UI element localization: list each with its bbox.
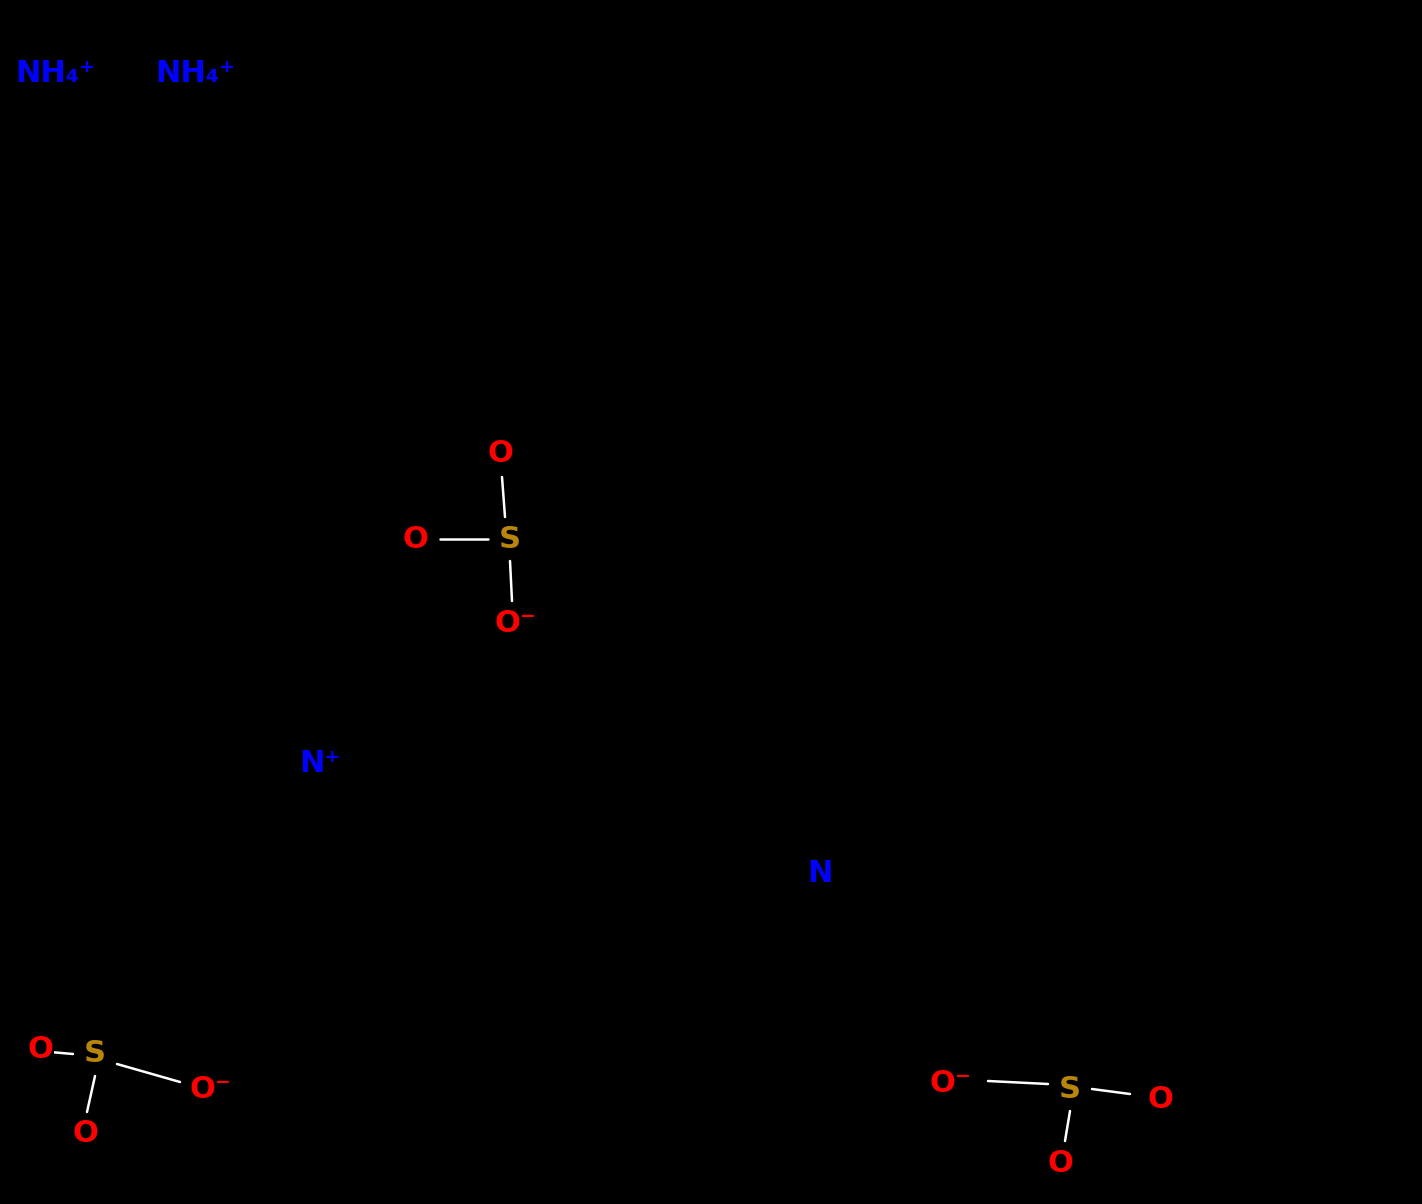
Text: N⁺: N⁺: [299, 750, 341, 779]
Text: NH₄⁺: NH₄⁺: [155, 59, 235, 89]
Text: O: O: [402, 525, 428, 554]
Text: O: O: [1047, 1150, 1074, 1179]
Text: S: S: [84, 1039, 107, 1068]
Text: O: O: [1148, 1085, 1173, 1114]
Text: O⁻: O⁻: [929, 1069, 971, 1098]
Text: O⁻: O⁻: [493, 609, 536, 638]
Text: O: O: [27, 1034, 53, 1063]
Text: N: N: [808, 860, 833, 889]
Text: NH₄⁺: NH₄⁺: [16, 59, 95, 89]
Text: S: S: [499, 525, 520, 554]
Text: O⁻: O⁻: [189, 1074, 230, 1104]
Text: S: S: [1059, 1074, 1081, 1104]
Text: O: O: [488, 439, 513, 468]
Text: O: O: [73, 1120, 98, 1149]
